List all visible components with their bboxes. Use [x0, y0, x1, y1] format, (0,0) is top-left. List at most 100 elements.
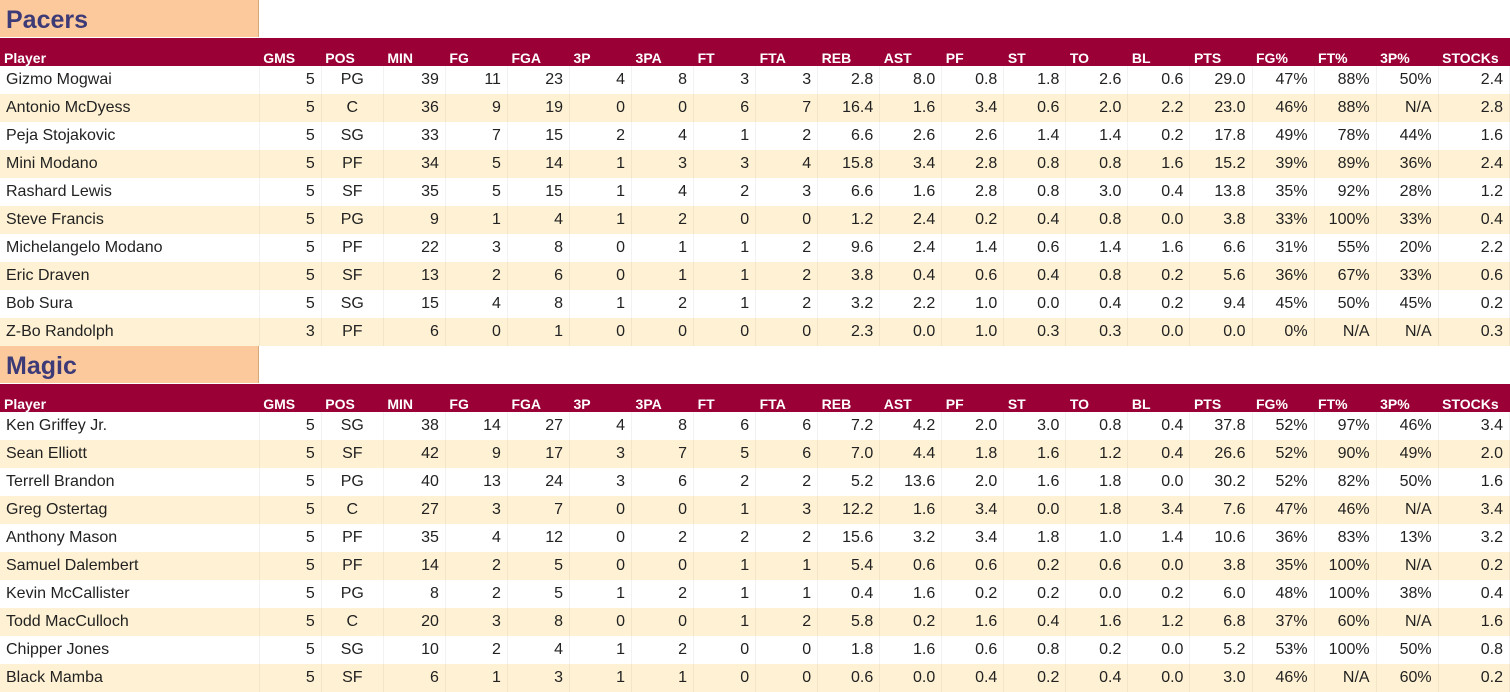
- stat-cell[interactable]: 33%: [1252, 206, 1315, 234]
- stat-cell[interactable]: 37%: [1252, 608, 1315, 636]
- stat-cell[interactable]: 6: [755, 440, 819, 468]
- column-header-ast[interactable]: AST: [879, 38, 942, 66]
- stat-cell[interactable]: 5: [259, 94, 322, 122]
- stat-cell[interactable]: 17.8: [1189, 122, 1253, 150]
- stat-cell[interactable]: 33%: [1376, 262, 1439, 290]
- stat-cell[interactable]: 5: [445, 178, 508, 206]
- stat-cell[interactable]: 7.6: [1189, 496, 1253, 524]
- stat-cell[interactable]: N/A: [1376, 552, 1439, 580]
- stat-cell[interactable]: 0.2: [1003, 664, 1067, 692]
- stat-cell[interactable]: 45%: [1252, 290, 1315, 318]
- player-name-cell[interactable]: Michelangelo Modano: [0, 234, 260, 262]
- stat-cell[interactable]: 1: [445, 206, 508, 234]
- stat-cell[interactable]: 82%: [1314, 468, 1377, 496]
- stat-cell[interactable]: 1.8: [941, 440, 1005, 468]
- column-header-to[interactable]: TO: [1065, 384, 1128, 412]
- stat-cell[interactable]: 5: [507, 580, 570, 608]
- stat-cell[interactable]: 60%: [1314, 608, 1377, 636]
- column-header-bl[interactable]: BL: [1127, 38, 1190, 66]
- stat-cell[interactable]: 1.8: [1003, 524, 1067, 552]
- stat-cell[interactable]: 5: [259, 552, 322, 580]
- column-header-pos[interactable]: POS: [321, 38, 384, 66]
- stat-cell[interactable]: 0.0: [1127, 664, 1191, 692]
- stat-cell[interactable]: 3.8: [1189, 206, 1253, 234]
- stat-cell[interactable]: 10: [383, 636, 446, 664]
- stat-cell[interactable]: 1.6: [879, 580, 943, 608]
- stat-cell[interactable]: 4: [631, 122, 695, 150]
- stat-cell[interactable]: 12.2: [817, 496, 881, 524]
- stat-cell[interactable]: 89%: [1314, 150, 1377, 178]
- stat-cell[interactable]: 2.0: [1065, 94, 1129, 122]
- stat-cell[interactable]: 0.4: [1003, 262, 1067, 290]
- stat-cell[interactable]: 0.0: [1003, 496, 1067, 524]
- stat-cell[interactable]: 0.2: [1127, 262, 1191, 290]
- stat-cell[interactable]: 2.3: [817, 318, 881, 346]
- table-row[interactable]: Sean Elliott 5 SF 42 9 17 3 7 5 6 7.0 4.4 1.8 1.6 1.2 0…: [0, 440, 1510, 468]
- player-name-cell[interactable]: Z-Bo Randolph: [0, 318, 260, 346]
- stat-cell[interactable]: 42: [383, 440, 446, 468]
- column-header-stocks[interactable]: STOCKs: [1438, 384, 1510, 412]
- stat-cell[interactable]: 3.4: [1127, 496, 1191, 524]
- stat-cell[interactable]: 3.4: [941, 94, 1005, 122]
- column-header-3p[interactable]: 3P: [569, 384, 632, 412]
- stat-cell[interactable]: 5: [507, 552, 570, 580]
- stat-cell[interactable]: N/A: [1376, 318, 1439, 346]
- stat-cell[interactable]: 0: [445, 318, 508, 346]
- stat-cell[interactable]: 23.0: [1189, 94, 1253, 122]
- stat-cell[interactable]: 8: [383, 580, 446, 608]
- stat-cell[interactable]: 8: [631, 412, 695, 440]
- stat-cell[interactable]: 1.2: [1127, 608, 1191, 636]
- stat-cell[interactable]: PF: [321, 552, 384, 580]
- stat-cell[interactable]: 11: [445, 66, 508, 94]
- stat-cell[interactable]: 2.0: [941, 468, 1005, 496]
- stat-cell[interactable]: 0.2: [1438, 552, 1510, 580]
- stat-cell[interactable]: 1: [569, 206, 633, 234]
- table-row[interactable]: Antonio McDyess 5 C 36 9 19 0 0 6 7 16.4 1.6 3.4 0.6 2…: [0, 94, 1510, 122]
- stat-cell[interactable]: 3: [755, 66, 819, 94]
- column-header-3p[interactable]: 3P: [569, 38, 632, 66]
- stat-cell[interactable]: 5.8: [817, 608, 881, 636]
- stat-cell[interactable]: 2.0: [941, 412, 1005, 440]
- stat-cell[interactable]: 33%: [1376, 206, 1439, 234]
- team-name[interactable]: Magic: [0, 346, 259, 383]
- stat-cell[interactable]: 0.0: [1127, 636, 1191, 664]
- stat-cell[interactable]: 36%: [1376, 150, 1439, 178]
- stat-cell[interactable]: 83%: [1314, 524, 1377, 552]
- table-row[interactable]: Chipper Jones 5 SG 10 2 4 1 2 0 0 1.8 1.6 0.6 0.8 0.2 0…: [0, 636, 1510, 664]
- stat-cell[interactable]: 7.2: [817, 412, 881, 440]
- column-header-player[interactable]: Player: [0, 384, 260, 412]
- team-name[interactable]: Pacers: [0, 0, 259, 37]
- stat-cell[interactable]: N/A: [1376, 94, 1439, 122]
- stat-cell[interactable]: SF: [321, 178, 384, 206]
- stat-cell[interactable]: 1: [631, 664, 695, 692]
- stat-cell[interactable]: 0.0: [1127, 552, 1191, 580]
- stat-cell[interactable]: 3: [755, 496, 819, 524]
- column-header-to[interactable]: TO: [1065, 38, 1128, 66]
- stat-cell[interactable]: 53%: [1252, 636, 1315, 664]
- stat-cell[interactable]: 19: [507, 94, 570, 122]
- stat-cell[interactable]: 1: [693, 262, 757, 290]
- stat-cell[interactable]: 0.8: [1438, 636, 1510, 664]
- stat-cell[interactable]: 2: [755, 608, 819, 636]
- stat-cell[interactable]: 1: [631, 262, 695, 290]
- stat-cell[interactable]: 0: [631, 496, 695, 524]
- stat-cell[interactable]: 8: [507, 290, 570, 318]
- stat-cell[interactable]: 10.6: [1189, 524, 1253, 552]
- stat-cell[interactable]: 1: [569, 636, 633, 664]
- column-header-ast[interactable]: AST: [879, 384, 942, 412]
- stat-cell[interactable]: C: [321, 94, 384, 122]
- stat-cell[interactable]: 0.0: [879, 664, 943, 692]
- stat-cell[interactable]: 1.4: [1065, 234, 1129, 262]
- stat-cell[interactable]: 38: [383, 412, 446, 440]
- stat-cell[interactable]: 1.8: [1065, 468, 1129, 496]
- stat-cell[interactable]: 15.6: [817, 524, 881, 552]
- table-row[interactable]: Rashard Lewis 5 SF 35 5 15 1 4 2 3 6.6 1.6 2.8 0.8 3.0…: [0, 178, 1510, 206]
- stat-cell[interactable]: 24: [507, 468, 570, 496]
- column-header-ft[interactable]: FT%: [1314, 38, 1377, 66]
- column-header-st[interactable]: ST: [1003, 38, 1066, 66]
- stat-cell[interactable]: 34: [383, 150, 446, 178]
- stat-cell[interactable]: 2: [445, 636, 508, 664]
- stat-cell[interactable]: 20: [383, 608, 446, 636]
- column-header-st[interactable]: ST: [1003, 384, 1066, 412]
- stat-cell[interactable]: 2: [631, 580, 695, 608]
